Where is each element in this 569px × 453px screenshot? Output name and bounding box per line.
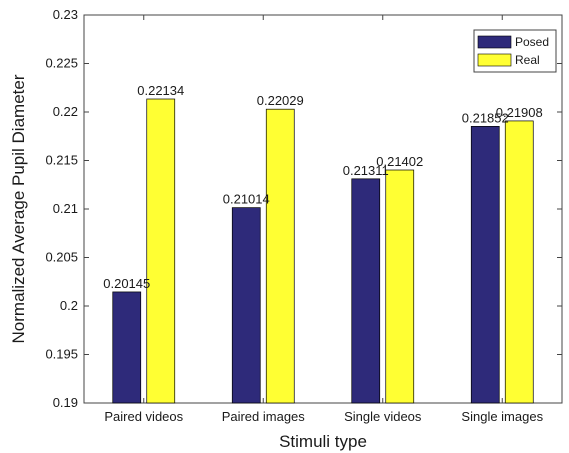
data-label-posed: 0.21852 (462, 110, 509, 125)
data-label-real: 0.21402 (376, 154, 423, 169)
x-tick-label: Paired images (222, 409, 306, 424)
legend-label-posed: Posed (515, 35, 549, 49)
data-label-real: 0.21908 (496, 105, 543, 120)
y-tick-label: 0.205 (45, 250, 78, 265)
y-tick-label: 0.22 (53, 104, 78, 119)
y-tick-label: 0.2 (60, 298, 78, 313)
legend: Posed Real (473, 29, 557, 73)
legend-swatch-posed (477, 35, 512, 49)
legend-swatch-real (477, 53, 512, 67)
bar-posed-1 (231, 207, 261, 404)
bar-real-1 (265, 108, 295, 404)
bar-real-2 (385, 169, 415, 404)
x-tick-label: Single images (461, 409, 543, 424)
data-label-real: 0.22029 (257, 93, 304, 108)
y-tick-label: 0.21 (53, 201, 78, 216)
y-axis: 0.19 0.195 0.2 0.205 0.21 0.215 0.22 0.225 0.23 (45, 7, 562, 410)
y-axis-label: Normalized Average Pupil Diameter (9, 74, 28, 343)
y-tick-label: 0.19 (53, 395, 78, 410)
bar-real-0 (146, 98, 176, 404)
x-tick-label: Single videos (344, 409, 422, 424)
data-labels: 0.20145 0.22134 0.21014 0.22029 0.213110.214… (103, 83, 543, 291)
bar-posed-2 (351, 178, 381, 404)
y-tick-label: 0.195 (45, 347, 78, 362)
x-axis: Paired videos Paired images Single videos S… (104, 15, 544, 424)
data-label-posed: 0.21311 (343, 163, 389, 178)
x-tick-label: Paired videos (104, 409, 183, 424)
y-tick-label: 0.215 (45, 153, 78, 168)
bar-real-3 (504, 120, 534, 404)
y-tick-label: 0.225 (45, 56, 78, 71)
data-label-real: 0.22134 (137, 83, 184, 98)
bar-posed-0 (112, 291, 142, 404)
x-axis-label: Stimuli type (279, 432, 367, 451)
data-label-posed: 0.21014 (223, 192, 270, 207)
bar-posed-3 (470, 126, 500, 404)
data-label-posed: 0.20145 (103, 276, 150, 291)
legend-label-real: Real (515, 53, 540, 67)
bars (112, 98, 534, 404)
y-tick-label: 0.23 (53, 7, 78, 22)
